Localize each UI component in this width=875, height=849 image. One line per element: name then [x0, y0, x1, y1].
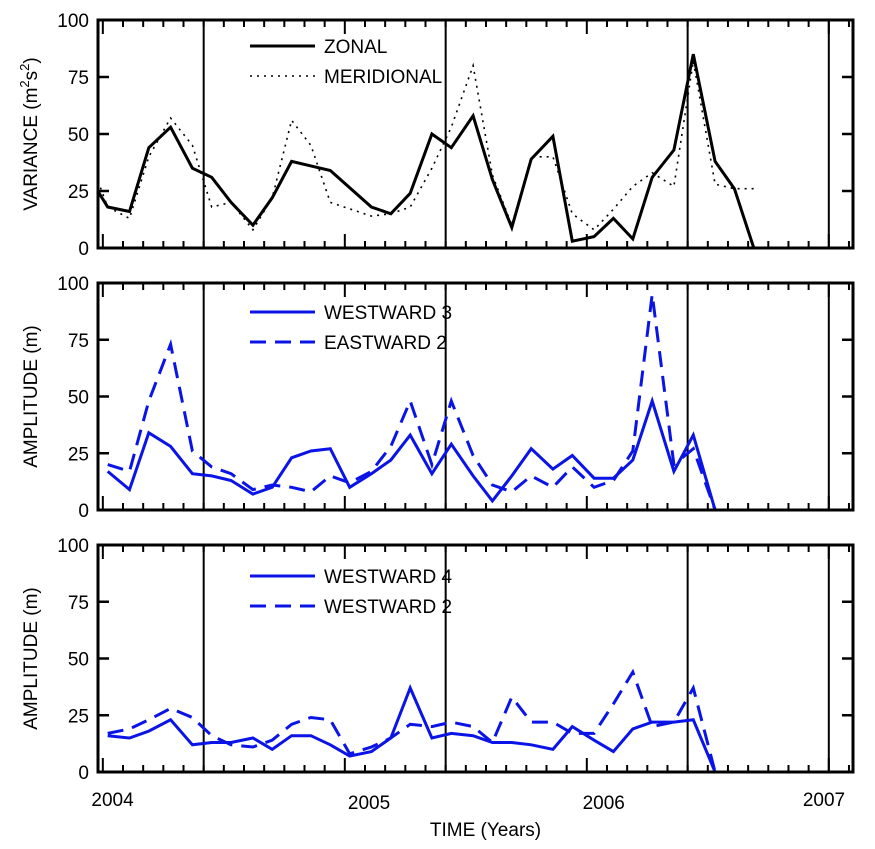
series-line-eastward-2: [107, 294, 717, 510]
x-axis-label: TIME (Years): [430, 820, 541, 841]
legend-label: EASTWARD 2: [324, 333, 447, 354]
y-tick-label: 0: [78, 501, 89, 522]
legend-label: WESTWARD 3: [324, 303, 452, 324]
legend-label: WESTWARD 2: [324, 597, 452, 618]
series-line-westward-3: [106, 396, 735, 510]
legend-label: WESTWARD 4: [324, 567, 453, 588]
series-line-westward-2: [107, 668, 717, 772]
y-tick-label: 25: [68, 706, 89, 727]
series-line-westward-4: [107, 684, 735, 772]
y-tick-label: 25: [68, 182, 89, 203]
legend-label: ZONAL: [324, 37, 387, 58]
y-tick-label: 75: [68, 68, 89, 89]
y-tick-label: 100: [57, 536, 89, 557]
y-axis-label: VARIANCE (m2s2): [17, 57, 42, 210]
series-line-zonal: [98, 53, 853, 248]
y-axis-label: AMPLITUDE (m): [21, 325, 42, 468]
axes-frame: [96, 18, 855, 250]
y-tick-label: 0: [78, 239, 89, 260]
x-tick-label: 2006: [583, 793, 625, 814]
series-line-meridional: [98, 60, 754, 232]
y-axis-label: AMPLITUDE (m): [21, 587, 42, 730]
y-tick-label: 0: [78, 763, 89, 784]
x-tick-label: 2004: [91, 790, 134, 811]
y-tick-label: 75: [68, 593, 89, 614]
panel-3: 0 25 50 75 100 AMPLITUDE (m) WESTWARD 4 WESTWAR…: [21, 536, 855, 841]
x-tick-label: 2005: [348, 793, 390, 814]
x-tick-label: 2007: [803, 790, 845, 811]
y-tick-label: 100: [57, 11, 89, 32]
y-tick-label: 50: [68, 388, 89, 409]
y-tick-label: 100: [57, 274, 89, 295]
legend-label: MERIDIONAL: [324, 67, 442, 88]
panel-2: 0 25 50 75 100 AMPLITUDE (m) WESTWARD 3 EASTWAR…: [21, 274, 855, 522]
y-tick-label: 50: [68, 650, 89, 671]
y-tick-label: 75: [68, 331, 89, 352]
y-tick-label: 50: [68, 125, 89, 146]
y-tick-label: 25: [68, 444, 89, 465]
panel-1: 0 25 50 75 100 VARIANCE (m2s2) ZONAL MERIDIONAL: [17, 11, 855, 260]
